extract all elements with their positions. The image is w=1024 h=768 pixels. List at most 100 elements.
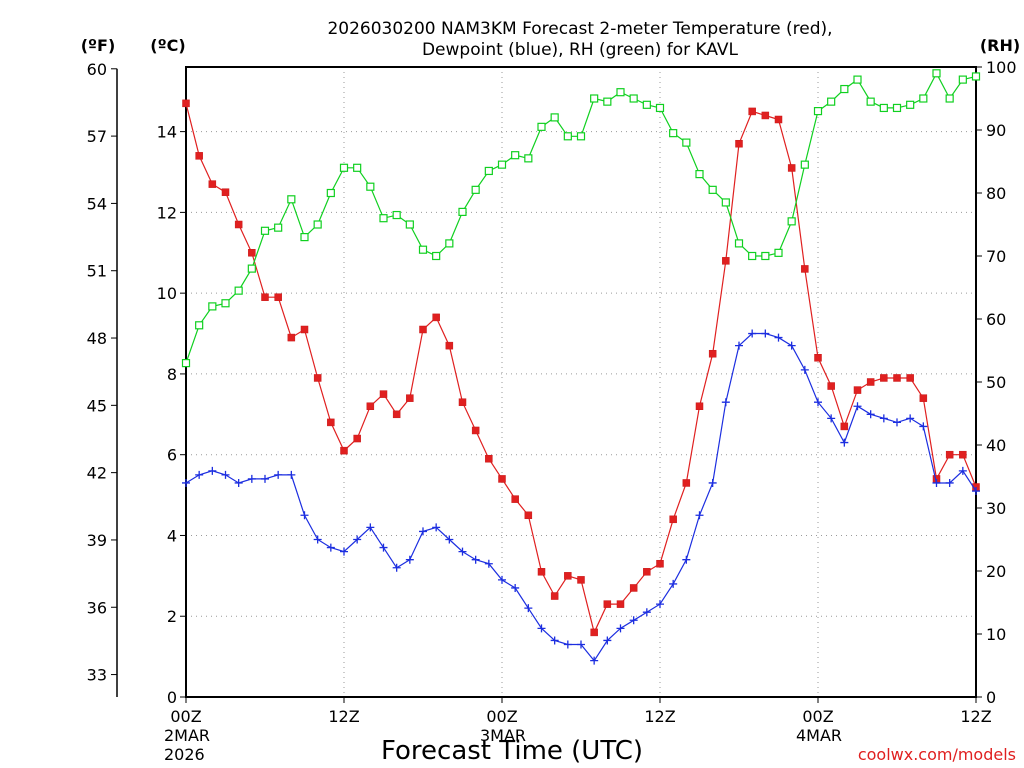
temperature-point — [300, 325, 309, 334]
credit-watermark: coolwx.com/models — [858, 745, 1016, 764]
rh-point — [734, 239, 744, 248]
rh-point — [603, 97, 612, 106]
rh-point — [616, 88, 625, 97]
temperature-point — [761, 111, 770, 120]
dewpoint-point — [879, 414, 888, 423]
temperature-point — [445, 341, 454, 350]
rh-point — [484, 166, 493, 176]
dewpoint-point — [814, 398, 822, 407]
time-tick-label: 00Z — [170, 707, 201, 726]
dewpoint-point — [379, 543, 388, 552]
temperature-point — [682, 479, 691, 487]
dewpoint-point — [787, 341, 796, 350]
rh-point — [774, 248, 783, 257]
rh-point — [827, 97, 836, 106]
dewpoint-point — [827, 414, 836, 423]
dewpoint-point — [840, 438, 849, 447]
temperature-point — [511, 495, 519, 503]
temperature-point — [590, 628, 598, 637]
temperature-point — [550, 592, 559, 600]
rh-point — [497, 160, 507, 169]
chart-title-line1: 2026030200 NAM3KM Forecast 2-meter Tempe… — [327, 19, 832, 39]
rh-point — [313, 220, 322, 229]
temperature-point — [643, 568, 651, 576]
rh-tick-label: 0 — [986, 688, 996, 707]
time-tick-date: 2MAR — [164, 726, 210, 745]
temperature-point — [248, 249, 256, 257]
rh-point — [379, 214, 388, 223]
temperature-point — [564, 572, 572, 580]
rh-point — [287, 195, 296, 204]
temperature-point — [195, 152, 203, 160]
temperature-point — [353, 434, 361, 443]
temperature-point — [656, 559, 664, 568]
rh-point — [590, 94, 599, 103]
dewpoint-point — [800, 365, 809, 374]
rh-unit-label: (RH) — [980, 36, 1020, 55]
temperature-point — [801, 265, 809, 273]
dewpoint-point — [274, 470, 283, 479]
temperature-point — [274, 293, 282, 301]
temperature-point — [866, 378, 875, 386]
temperature-point — [577, 576, 585, 584]
dewpoint-point — [366, 523, 375, 532]
temperature-point — [853, 386, 862, 394]
temperature-point — [471, 426, 480, 435]
dewpoint-point — [603, 636, 612, 645]
rh-tick-label: 70 — [986, 247, 1006, 266]
dewpoint-point — [524, 604, 533, 613]
dewpoint-point — [919, 422, 928, 431]
rh-tick-label: 30 — [986, 499, 1006, 518]
rh-point — [945, 94, 954, 103]
fahrenheit-tick-label: 39 — [87, 531, 107, 550]
temperature-point — [774, 115, 783, 124]
dewpoint-point — [484, 559, 493, 568]
rh-point — [840, 84, 849, 94]
rh-point — [537, 122, 546, 131]
dewpoint-point — [893, 418, 901, 427]
dewpoint-point — [866, 410, 875, 419]
rh-tick-label: 80 — [986, 184, 1006, 203]
dewpoint-point — [287, 470, 296, 479]
celsius-tick-label: 0 — [167, 688, 177, 707]
rh-point — [326, 188, 335, 198]
dewpoint-point — [247, 474, 256, 483]
temperature-point — [419, 325, 427, 334]
celsius-unit-label: (ºC) — [150, 36, 185, 55]
dewpoint-point — [405, 555, 414, 564]
dewpoint-point — [945, 478, 954, 487]
temperature-point — [287, 333, 296, 342]
rh-point — [195, 321, 204, 330]
dewpoint-point — [853, 402, 862, 411]
rh-point — [524, 154, 533, 163]
dewpoint-point — [735, 341, 743, 350]
rh-point — [366, 182, 375, 191]
celsius-tick-label: 2 — [167, 607, 177, 626]
rh-point — [432, 251, 441, 261]
rh-tick-label: 20 — [986, 562, 1006, 581]
dewpoint-point — [511, 583, 520, 592]
temperature-point — [695, 402, 704, 410]
rh-point — [629, 94, 638, 103]
rh-point — [418, 245, 428, 254]
rh-point — [471, 185, 480, 194]
fahrenheit-tick-label: 42 — [87, 464, 107, 483]
temperature-point — [735, 139, 743, 148]
temperature-point — [261, 293, 269, 301]
rh-point — [208, 302, 217, 311]
chart-title-line2: Dewpoint (blue), RH (green) for KAVL — [422, 40, 739, 60]
dewpoint-point — [261, 474, 269, 483]
dewpoint-point — [234, 478, 243, 487]
rh-point — [853, 75, 862, 84]
dewpoint-point — [340, 547, 348, 556]
celsius-tick-label: 12 — [157, 203, 177, 222]
fahrenheit-tick-label: 45 — [87, 396, 107, 415]
rh-point — [353, 163, 362, 172]
temperature-point — [234, 220, 243, 229]
rh-point — [234, 286, 243, 295]
temperature-point — [814, 354, 822, 362]
rh-point — [906, 100, 915, 109]
rh-point — [800, 160, 809, 169]
fahrenheit-tick-label: 51 — [87, 262, 107, 281]
